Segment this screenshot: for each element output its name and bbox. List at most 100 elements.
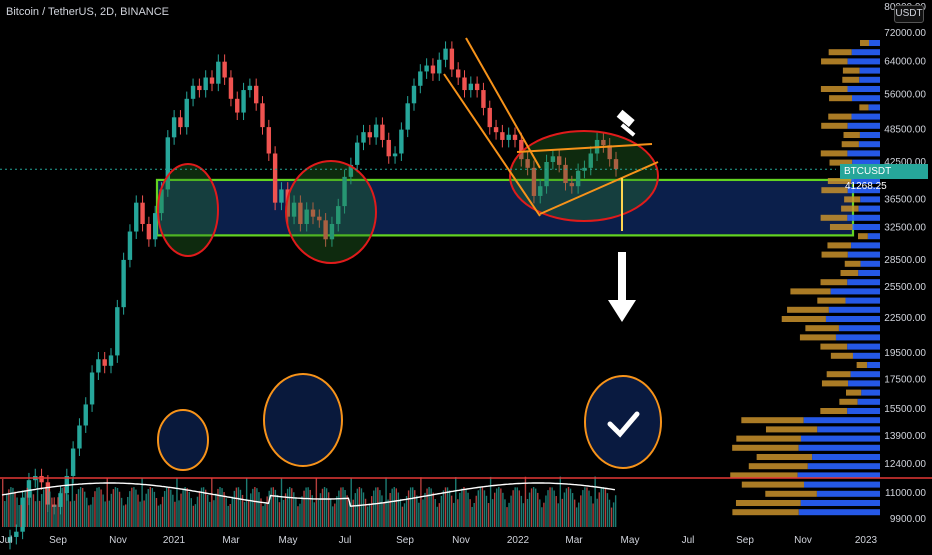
volume-bar <box>20 504 22 527</box>
candle-body <box>184 98 189 128</box>
price-tick-label: 12400.00 <box>884 459 926 470</box>
volume-bar <box>90 504 92 527</box>
volume-profile-orange-bar <box>820 214 848 221</box>
volume-bar <box>319 493 322 527</box>
candle-body <box>317 216 322 221</box>
volume-bar <box>153 491 156 527</box>
volume-bar <box>190 498 192 527</box>
volume-profile-orange-bar <box>859 104 869 111</box>
volume-bar <box>295 498 297 527</box>
volume-profile-orange-bar <box>860 40 869 46</box>
price-tick-label: 42500.00 <box>884 157 926 168</box>
volume-bar <box>354 493 356 527</box>
price-tick-label: 22500.00 <box>884 313 926 324</box>
volume-bar <box>356 488 359 527</box>
candle-body <box>7 536 13 542</box>
candle-body <box>304 209 309 224</box>
volume-bar <box>30 489 33 527</box>
volume-bar <box>614 495 617 527</box>
price-tick-label: 28500.00 <box>884 255 926 266</box>
volume-bar <box>198 490 201 527</box>
candle-body <box>342 176 347 207</box>
price-tick-label: 48500.00 <box>884 125 926 136</box>
volume-bar <box>229 503 231 527</box>
volume-bar <box>147 489 149 527</box>
volume-profile-blue-bar <box>838 325 880 332</box>
volume-bar <box>266 496 268 527</box>
volume-profile-orange-bar <box>821 251 848 258</box>
volume-profile-blue-bar <box>828 306 880 313</box>
candle-body <box>361 132 366 143</box>
price-tick-label: 36500.00 <box>884 194 926 205</box>
volume-bar <box>565 488 568 527</box>
candle-body <box>121 259 126 308</box>
volume-profile-blue-bar <box>848 380 880 387</box>
candle-body <box>538 186 543 196</box>
volume-bar <box>430 488 432 527</box>
candle-body <box>455 69 461 78</box>
volume-bar <box>473 502 475 527</box>
volume-profile-orange-bar <box>843 132 860 138</box>
volume-bar <box>325 488 328 527</box>
volume-bar <box>293 492 295 527</box>
candle-body <box>487 107 492 128</box>
volume-bar <box>387 499 389 527</box>
chart-title: Bitcoin / TetherUS, 2D, BINANCE <box>6 6 170 18</box>
volume-profile-orange-bar <box>732 509 799 516</box>
volume-bar <box>264 503 266 527</box>
volume-bar <box>334 503 336 527</box>
volume-bar <box>403 503 406 527</box>
volume-profile-orange-bar <box>765 426 818 433</box>
volume-bar <box>465 488 467 527</box>
candle-body <box>468 83 474 91</box>
volume-bar <box>487 503 490 527</box>
candle-body <box>500 132 505 140</box>
volume-bar <box>604 488 607 527</box>
volume-bar <box>346 495 348 527</box>
volume-bar <box>77 489 80 527</box>
time-tick-label: Mar <box>222 535 240 546</box>
candle-body <box>525 159 530 168</box>
volume-bar <box>104 501 106 527</box>
volume-bar <box>55 504 57 527</box>
volume-bar <box>49 491 51 527</box>
candle-body <box>83 404 88 426</box>
volume-bar <box>301 496 303 527</box>
volume-bar <box>223 492 225 527</box>
volume-profile-orange-bar <box>842 76 860 83</box>
price-tick-label: 64000.00 <box>884 57 926 68</box>
candle-body <box>241 90 246 113</box>
volume-bar <box>567 487 570 527</box>
volume-bar <box>168 487 170 527</box>
volume-profile-orange-bar <box>829 159 853 166</box>
volume-profile-orange-bar <box>829 224 853 230</box>
volume-bar <box>373 490 375 527</box>
volume-bar <box>92 497 94 527</box>
candle-body <box>140 202 145 224</box>
volume-bar <box>209 501 211 527</box>
candle-body <box>329 223 335 240</box>
candle-body <box>449 48 455 70</box>
volume-bar <box>459 492 461 527</box>
volume-bar <box>284 493 287 527</box>
arrow-down-icon <box>608 300 636 322</box>
volume-profile-blue-bar <box>852 159 880 166</box>
volume-bar <box>494 492 496 527</box>
volume-bar <box>291 488 293 527</box>
currency-button[interactable]: USDT <box>894 5 924 23</box>
volume-bar <box>178 500 180 527</box>
volume-bar <box>286 488 289 527</box>
volume-bar <box>241 494 244 527</box>
volume-bar <box>32 494 35 527</box>
volume-bar <box>588 490 590 527</box>
volume-profile-orange-bar <box>741 417 804 424</box>
price-value: 41268.25 <box>845 181 887 192</box>
candle-body <box>285 189 290 217</box>
volume-bar <box>573 499 576 527</box>
volume-bar <box>371 496 373 527</box>
volume-bar <box>213 500 215 527</box>
volume-profile-blue-bar <box>868 104 880 111</box>
check-icon <box>607 411 640 438</box>
